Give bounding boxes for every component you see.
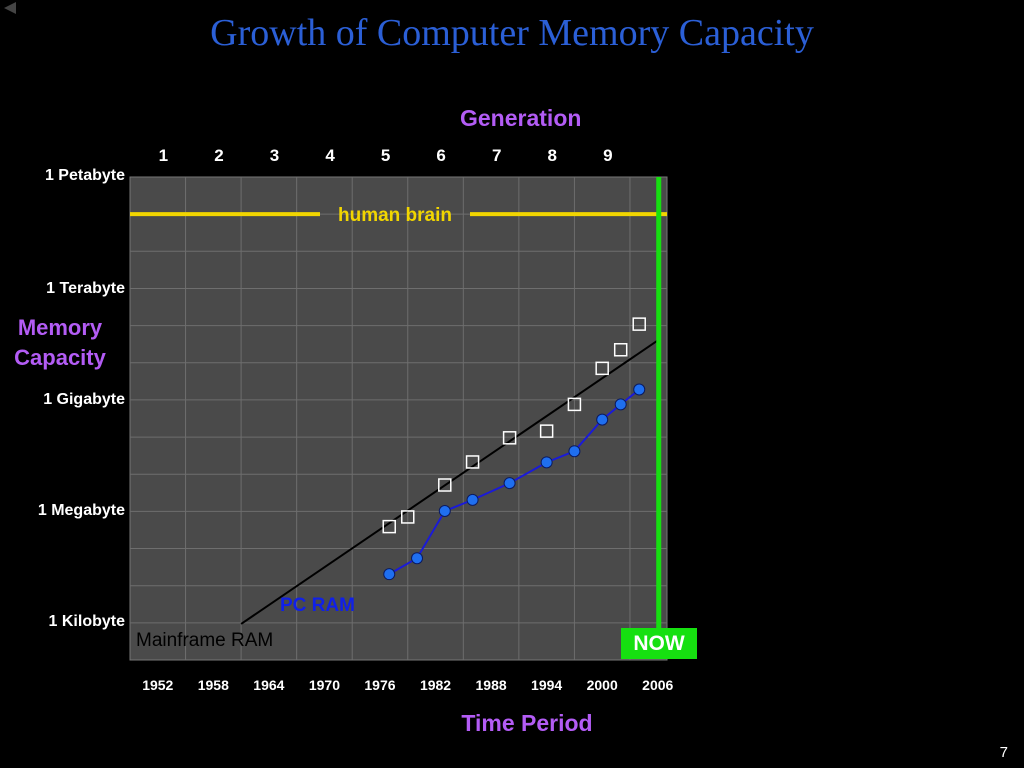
- pc-ram-point: [503, 477, 516, 490]
- mainframe-ram-point: [465, 455, 480, 469]
- tick-labels: 1952 1958 1964 1970 1976 1982 1988 1994 2000 2006…: [142, 146, 673, 693]
- series-layer: Mainframe RAM PC RAM: [136, 317, 659, 651]
- plot-area: [129, 176, 668, 661]
- pc-ram-point: [438, 505, 451, 518]
- generation-axis-title: Generation: [460, 105, 582, 131]
- x-tick-label: 1952: [142, 677, 173, 693]
- back-arrow-icon[interactable]: [2, 1, 18, 15]
- now-badge: NOW: [621, 628, 697, 659]
- mainframe-ram-trend-line: [240, 339, 659, 625]
- mainframe-ram-point: [613, 343, 628, 357]
- generation-label: 6: [436, 146, 445, 165]
- pc-ram-line: [388, 388, 640, 576]
- y-tick-label-kilobyte: 1 Kilobyte: [48, 613, 125, 630]
- pc-ram-point: [411, 552, 424, 565]
- x-tick-label: 1988: [476, 677, 507, 693]
- pc-ram-point: [466, 493, 479, 506]
- x-tick-label: 1970: [309, 677, 340, 693]
- pc-ram-label: PC RAM: [280, 595, 355, 616]
- y-tick-label-terabyte: 1 Terabyte: [46, 280, 125, 297]
- mainframe-ram-point: [632, 317, 646, 331]
- x-tick-label: 1976: [364, 677, 395, 693]
- generation-label: 4: [325, 146, 335, 165]
- pc-ram-point: [596, 413, 609, 426]
- generation-label: 3: [270, 146, 279, 165]
- x-tick-label: 1982: [420, 677, 451, 693]
- generation-label: 2: [214, 146, 223, 165]
- reference-lines: human brain: [130, 177, 667, 628]
- pc-ram-point: [614, 398, 627, 411]
- x-tick-label: 1964: [253, 677, 284, 693]
- x-tick-label: 2006: [642, 677, 673, 693]
- mainframe-ram-label: Mainframe RAM: [136, 630, 273, 651]
- time-period-axis-title: Time Period: [461, 710, 592, 736]
- mainframe-ram-point: [438, 478, 452, 492]
- generation-label: 8: [548, 146, 557, 165]
- pc-ram-point: [383, 568, 396, 581]
- mainframe-ram-point: [401, 510, 415, 524]
- slide-title: Growth of Computer Memory Capacity: [210, 12, 814, 54]
- y-tick-label-gigabyte: 1 Gigabyte: [43, 391, 125, 408]
- pc-ram-point: [633, 383, 646, 396]
- pc-ram-point: [540, 456, 553, 469]
- generation-label: 1: [159, 146, 168, 165]
- mainframe-ram-point: [382, 519, 396, 534]
- generation-label: 5: [381, 146, 390, 165]
- y-tick-label-megabyte: 1 Megabyte: [37, 502, 125, 519]
- mainframe-ram-point: [502, 431, 517, 445]
- generation-label: 9: [603, 146, 612, 165]
- pc-ram-point: [568, 445, 581, 458]
- x-tick-label: 1958: [198, 677, 229, 693]
- mainframe-ram-point: [595, 361, 609, 376]
- mainframe-ram-point: [567, 397, 582, 412]
- x-tick-label: 1994: [531, 677, 562, 693]
- y-tick-label-petabyte: 1 Petabyte: [44, 167, 125, 184]
- memory-capacity-axis-title: Memory Capacity: [14, 315, 106, 370]
- grid-lines: [130, 177, 667, 660]
- human-brain-label: human brain: [338, 205, 452, 226]
- page-number: 7: [999, 744, 1008, 761]
- mainframe-ram-point: [539, 424, 554, 438]
- generation-label: 7: [492, 146, 501, 165]
- x-tick-label: 2000: [587, 677, 618, 693]
